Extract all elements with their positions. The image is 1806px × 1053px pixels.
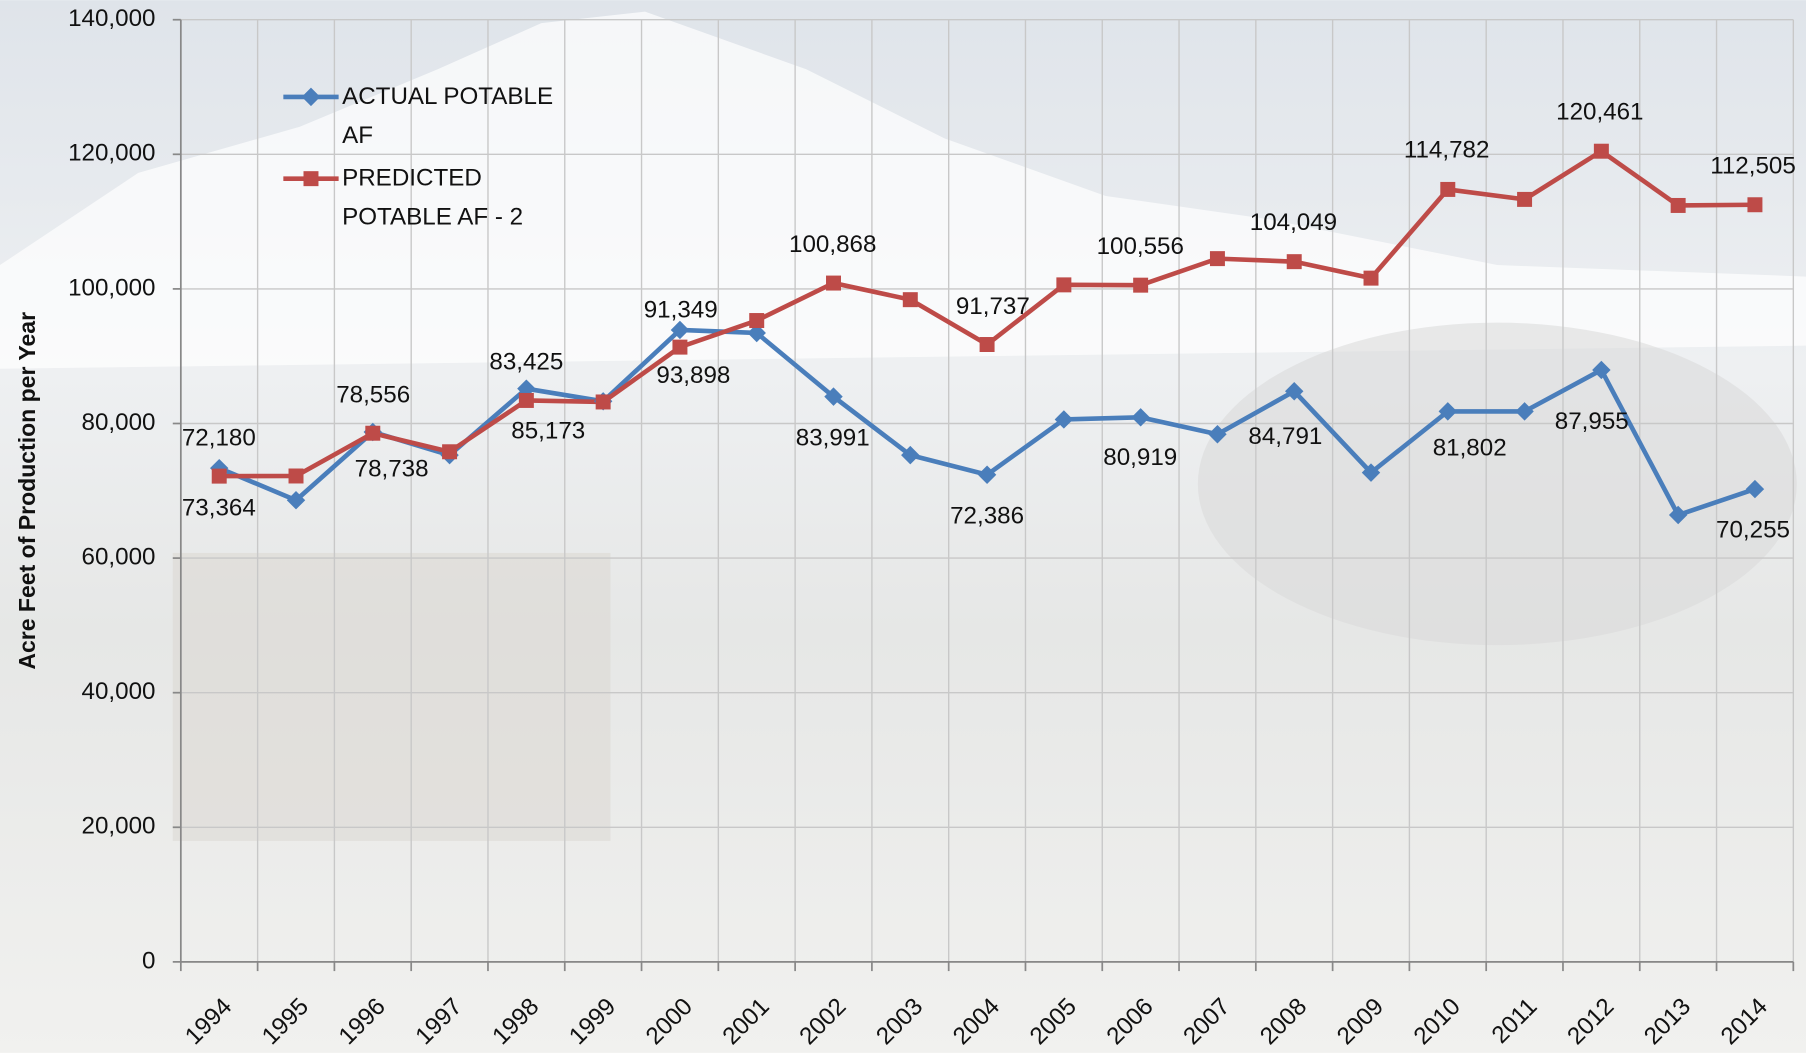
marker <box>595 394 611 410</box>
data-label: 81,802 <box>1433 435 1507 462</box>
background-building <box>172 552 611 841</box>
marker <box>747 323 766 343</box>
marker <box>1131 408 1150 427</box>
marker <box>977 465 997 484</box>
marker <box>518 392 534 408</box>
background-mountain <box>0 11 1806 369</box>
marker <box>1438 402 1458 421</box>
marker <box>288 468 304 484</box>
legend-label-box: PREDICTED POTABLE AF - 2 <box>342 164 524 231</box>
data-label: 120,461 <box>1556 98 1643 125</box>
data-label: 73,364 <box>182 495 256 522</box>
data-label: 83,991 <box>796 424 870 451</box>
data-label: 91,737 <box>956 293 1030 320</box>
marker <box>211 468 227 484</box>
marker <box>1208 425 1227 444</box>
background-tank <box>1197 322 1797 646</box>
marker <box>749 313 765 329</box>
marker <box>286 491 306 510</box>
y-tick-label: 140,000 <box>68 5 155 32</box>
marker <box>824 387 843 406</box>
marker <box>1363 270 1379 286</box>
y-axis-label: Acre Feet of Production per Year <box>14 312 40 670</box>
marker <box>1133 277 1149 293</box>
data-label: 70,255 <box>1716 516 1790 543</box>
y-tick-label: 40,000 <box>82 678 156 705</box>
marker <box>1517 191 1533 207</box>
marker <box>365 425 381 441</box>
data-label: 93,898 <box>656 362 730 389</box>
y-tick-label: 20,000 <box>82 813 156 840</box>
marker <box>1440 181 1456 197</box>
y-tick-label: 80,000 <box>82 409 156 436</box>
data-label: 100,868 <box>789 231 876 258</box>
marker <box>901 445 920 465</box>
y-tick-label: 60,000 <box>82 543 156 570</box>
y-tick-label: 100,000 <box>68 274 155 301</box>
data-label: 78,556 <box>336 382 410 409</box>
marker <box>979 337 995 352</box>
data-label: 104,049 <box>1250 209 1337 236</box>
marker <box>442 444 458 460</box>
legend-label: PREDICTED POTABLE AF - 2 <box>342 164 524 231</box>
marker <box>1286 254 1302 270</box>
marker <box>1515 402 1534 421</box>
marker <box>1592 360 1611 380</box>
data-label: 72,386 <box>950 503 1024 530</box>
data-label: 72,180 <box>182 424 256 451</box>
marker <box>672 339 688 355</box>
legend: ACTUAL POTABLE AF PREDICTED POTABLE AF - … <box>283 83 554 231</box>
marker <box>303 171 319 187</box>
marker <box>902 292 918 308</box>
marker <box>1056 277 1072 293</box>
legend-label: ACTUAL POTABLE AF <box>342 83 554 149</box>
marker <box>1745 479 1765 499</box>
data-label: 78,738 <box>355 455 429 482</box>
data-label: 80,919 <box>1103 444 1177 471</box>
data-label: 87,955 <box>1555 408 1629 435</box>
marker <box>1209 251 1225 267</box>
y-tick-label: 120,000 <box>68 140 155 167</box>
marker <box>1054 410 1074 429</box>
y-tick-label: 0 <box>142 947 155 974</box>
data-label: 100,556 <box>1097 233 1184 260</box>
data-label: 84,791 <box>1248 423 1322 450</box>
marker <box>1285 382 1304 401</box>
marker <box>1670 197 1686 213</box>
data-label: 91,349 <box>644 297 718 324</box>
data-label: 85,173 <box>511 417 585 444</box>
marker <box>1361 463 1381 482</box>
marker <box>826 275 841 291</box>
data-label: 112,505 <box>1710 153 1796 180</box>
marker <box>670 320 690 340</box>
marker <box>1747 197 1763 213</box>
data-label: 114,782 <box>1404 136 1490 163</box>
legend-label-box: ACTUAL POTABLE AF <box>342 83 554 149</box>
data-label: 83,425 <box>489 348 563 375</box>
marker <box>1593 143 1609 159</box>
